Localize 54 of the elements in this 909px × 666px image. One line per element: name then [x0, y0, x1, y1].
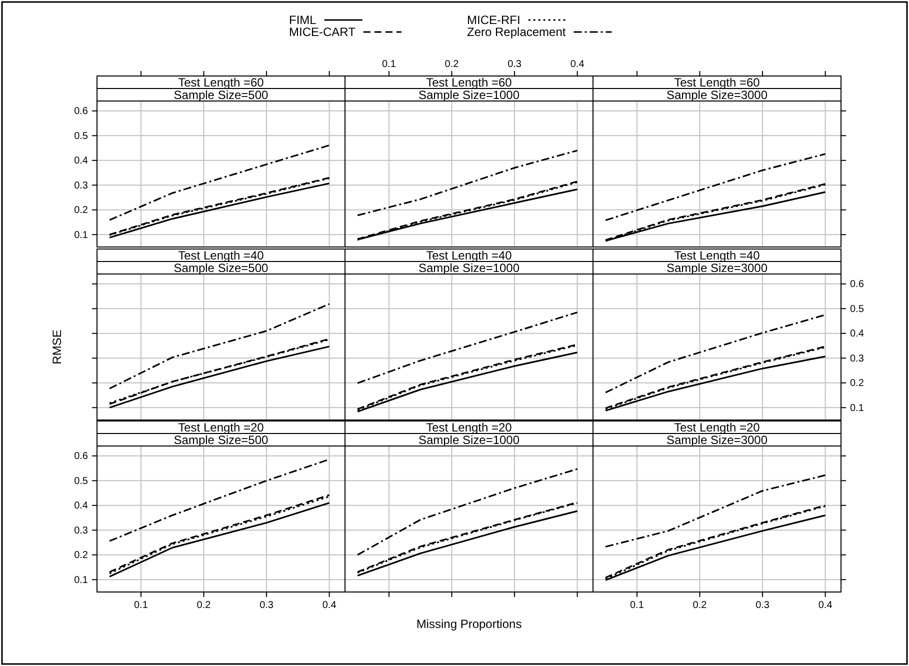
y-tick-label: 0.2	[850, 378, 864, 390]
y-tick-label: 0.5	[74, 130, 88, 142]
chart-subtitle: Sample Size=1000	[418, 260, 520, 275]
x-tick-label: 0.4	[322, 600, 337, 612]
y-tick-label: 0.2	[74, 550, 88, 562]
x-tick-label: 0.4	[818, 600, 833, 612]
chart-subtitle: Sample Size=500	[174, 260, 269, 275]
x-tick-label: 0.1	[630, 600, 644, 612]
y-tick-label: 0.6	[74, 451, 88, 462]
y-tick-label: 0.3	[74, 180, 88, 192]
chart-title: Test Length =20	[178, 420, 264, 434]
legend-label: MICE-RFI	[467, 13, 520, 27]
chart-subtitle: Sample Size=3000	[666, 260, 768, 275]
chart-subtitle: Sample Size=3000	[666, 432, 768, 447]
chart-title: Test Length =40	[426, 248, 512, 262]
x-tick-label: 0.1	[134, 600, 148, 612]
y-tick-label: 0.4	[850, 328, 864, 340]
chart-title: Test Length =60	[426, 75, 512, 90]
y-axis-title: RMSE	[50, 330, 64, 364]
legend-label: FIML	[289, 13, 317, 27]
chart-subtitle: Sample Size=1000	[418, 88, 520, 102]
y-tick-label: 0.5	[850, 304, 864, 315]
chart-title: Test Length =20	[426, 420, 512, 434]
legend-label: Zero Replacement	[467, 25, 566, 39]
y-tick-label: 0.6	[74, 106, 88, 118]
y-tick-label: 0.2	[74, 205, 88, 216]
x-axis-title: Missing Proportions	[416, 617, 522, 631]
chart-subtitle: Sample Size=3000	[666, 88, 768, 102]
x-tick-label: 0.2	[444, 59, 460, 70]
y-tick-label: 0.5	[74, 476, 88, 487]
x-tick-label: 0.4	[570, 59, 585, 70]
y-tick-label: 0.4	[74, 156, 88, 167]
y-tick-label: 0.3	[850, 353, 864, 364]
chart-title: Test Length =60	[674, 75, 760, 90]
chart-title: Test Length =40	[674, 248, 760, 262]
y-tick-label: 0.3	[74, 525, 88, 536]
y-tick-label: 0.1	[850, 402, 864, 414]
x-tick-label: 0.3	[508, 59, 522, 70]
y-tick-label: 0.6	[850, 279, 864, 290]
y-tick-label: 0.1	[74, 574, 88, 586]
x-tick-label: 0.3	[756, 600, 770, 612]
legend-label: MICE-CART	[289, 25, 356, 39]
x-tick-label: 0.2	[692, 600, 708, 612]
x-tick-label: 0.3	[260, 600, 274, 612]
chart-title: Test Length =40	[178, 248, 264, 262]
chart-title: Test Length =20	[674, 420, 760, 434]
x-tick-label: 0.1	[382, 59, 396, 70]
chart-subtitle: Sample Size=500	[174, 432, 269, 447]
x-tick-label: 0.2	[196, 600, 212, 612]
y-tick-label: 0.1	[74, 230, 88, 241]
chart-title: Test Length =60	[178, 75, 264, 90]
y-tick-label: 0.4	[74, 500, 88, 512]
chart-subtitle: Sample Size=1000	[418, 432, 520, 447]
chart-subtitle: Sample Size=500	[174, 88, 269, 102]
